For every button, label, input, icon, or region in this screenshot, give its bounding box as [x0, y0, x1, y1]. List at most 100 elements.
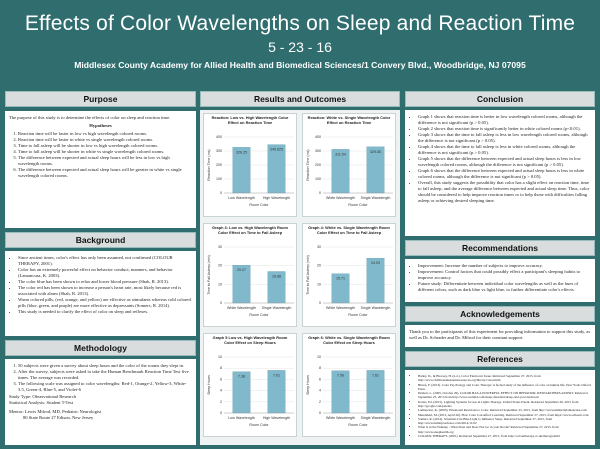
- list-item: The difference between expected and actu…: [18, 155, 192, 167]
- hypotheses-heading: Hypotheses: [89, 122, 112, 128]
- purpose-intro: The purpose of this study is to determin…: [9, 115, 171, 120]
- recommendations-list: Improvement: Increase the number of subj…: [409, 263, 591, 293]
- background-box: Since ancient times, color's effect has …: [5, 251, 196, 336]
- chart-title: Reaction: White vs. Single Wavelength Co…: [307, 115, 391, 125]
- x-axis-label: Room Color: [249, 313, 269, 317]
- chart-title: Graph 3: Low vs. High Wavelength Room Co…: [212, 225, 288, 235]
- x-tick-label: Single Wavelength: [361, 416, 391, 420]
- y-tick-label: 0: [220, 191, 222, 195]
- list-item: The color red has been shown to increase…: [18, 285, 192, 297]
- methodology-list: 50 subjects were given a survey about sl…: [9, 363, 192, 393]
- affiliation: Middlesex County Academy for Allied Heal…: [74, 60, 526, 70]
- y-axis-label: Sleep Hours: [306, 375, 310, 395]
- list-item: Somers, R. (2014). Scientists Use Blue L…: [418, 417, 591, 426]
- y-tick-label: 6: [319, 377, 321, 381]
- title: Effects of Color Wavelengths on Sleep an…: [24, 12, 576, 35]
- y-axis-label: Sleep Hours: [207, 375, 211, 395]
- list-item: The color blue has been shown to relax a…: [18, 279, 192, 285]
- chart-title: Reaction: Low vs. High Wavelength Color …: [211, 115, 289, 125]
- x-tick-label: Single Wavelength: [262, 306, 292, 310]
- list-item: Since ancient times, color's effect has …: [18, 255, 192, 267]
- chart-title: Graph 5 Low vs. High Wavelength Room Col…: [212, 335, 288, 345]
- value-label: 7.38: [238, 375, 245, 379]
- section-heading: Acknowledgements: [405, 306, 595, 322]
- value-label: 15.71: [336, 277, 345, 281]
- value-label: 311.54: [335, 152, 346, 156]
- x-tick-label: White Wavelength: [326, 196, 355, 200]
- y-tick-label: 400: [315, 135, 321, 139]
- y-tick-label: 10: [218, 355, 222, 359]
- y-tick-label: 10: [317, 355, 321, 359]
- list-item: Graph 5 shows that the difference betwee…: [418, 156, 591, 168]
- y-tick-label: 0: [319, 191, 321, 195]
- value-label: 7.61: [372, 373, 379, 377]
- analysis: Statistical Analysis: Student T-Test: [9, 399, 74, 405]
- y-tick-label: 2: [220, 400, 222, 404]
- section-heading: Purpose: [5, 91, 196, 107]
- x-tick-label: Single Wavelength: [361, 306, 391, 310]
- list-item: Graph 2 shows that reaction time is sign…: [418, 126, 591, 132]
- y-tick-label: 10: [218, 282, 222, 286]
- acknowledgements-box: Thank you to the participants of this ex…: [405, 325, 595, 347]
- x-tick-label: White Wavelength: [326, 416, 355, 420]
- x-axis-label: Room Color: [249, 423, 269, 427]
- y-tick-label: 8: [319, 366, 321, 370]
- list-item: Graph 1 shows that reaction time is bett…: [418, 114, 591, 126]
- conclusion-list: Graph 1 shows that reaction time is bett…: [409, 114, 591, 204]
- x-tick-label: Low Wavelength: [228, 196, 254, 200]
- recommendations-box: Improvement: Increase the number of subj…: [405, 259, 595, 302]
- hypotheses-list: Reaction time will be faster in low vs h…: [9, 131, 192, 179]
- y-tick-label: 200: [315, 163, 321, 167]
- y-tick-label: 20: [317, 264, 321, 268]
- x-tick-label: High Wavelength: [263, 416, 290, 420]
- chart-plot: 0 2 4 6 8 10 7.56 White Wavelength 7.61 Single Wa…: [306, 355, 393, 427]
- value-label: 329.85: [370, 150, 381, 154]
- section-heading: Results and Outcomes: [200, 91, 400, 107]
- list-item: Future study: Differentiate between indi…: [418, 281, 591, 293]
- methodology-box: 50 subjects were given a survey about sl…: [5, 359, 196, 445]
- list-item: Color has an extremely powerful effect o…: [18, 267, 192, 279]
- chart: Graph 4: White vs. Single Wavelength Roo…: [302, 223, 396, 327]
- value-label: 20.27: [237, 268, 246, 272]
- chart-plot: 0 100 200 300 400 311.54 White Wavelength 329.8…: [306, 135, 393, 207]
- x-tick-label: White Wavelength: [326, 306, 355, 310]
- y-tick-label: 0: [319, 411, 321, 415]
- y-axis-label: Time to Fall Asleep (min): [306, 255, 310, 295]
- value-label: 345.625: [270, 148, 283, 152]
- list-item: Kobes, Ed. (2015). Lighting Systems for …: [418, 400, 591, 409]
- y-tick-label: 10: [317, 282, 321, 286]
- y-tick-label: 6: [220, 377, 222, 381]
- x-axis-label: Room Color: [348, 423, 368, 427]
- date: 5 - 23 - 16: [268, 39, 332, 55]
- purpose-box: The purpose of this study is to determin…: [5, 111, 196, 228]
- list-item: Time to fall asleep will be shorter in l…: [18, 143, 192, 149]
- value-label: 326.25: [236, 150, 247, 154]
- x-axis-label: Room Color: [249, 203, 269, 207]
- section-heading: Methodology: [5, 340, 196, 356]
- acknowledgements-text: Thank you to the participants of this ex…: [409, 329, 591, 340]
- list-item: Graph 4 shows that the time to fall asle…: [418, 144, 591, 156]
- y-tick-label: 4: [220, 389, 222, 393]
- y-tick-label: 300: [315, 149, 321, 153]
- background-list: Since ancient times, color's effect has …: [9, 255, 192, 315]
- results-box: Reaction: Low vs. High Wavelength Color …: [200, 110, 400, 445]
- chart-plot: 0 10 20 30 15.71 White Wavelength 24.03 Single …: [306, 245, 393, 317]
- chart: Graph 5 Low vs. High Wavelength Room Col…: [203, 333, 297, 437]
- references-box: Bailey, D., & Bloxsey, H. (n.d.). Color …: [405, 370, 595, 445]
- list-item: Reaction time will be faster in low vs h…: [18, 131, 192, 137]
- list-item: After the survey, subjects were asked to…: [18, 369, 192, 381]
- y-axis-label: Time to Fall Asleep (min): [207, 255, 211, 295]
- value-label: 7.61: [273, 373, 280, 377]
- conclusion-box: Graph 1 shows that reaction time is bett…: [405, 110, 595, 236]
- section-heading: References: [405, 351, 595, 367]
- chart: Reaction: Low vs. High Wavelength Color …: [203, 113, 297, 217]
- list-item: Improvement: Increase the number of subj…: [418, 263, 591, 269]
- y-tick-label: 300: [216, 149, 222, 153]
- list-item: Bailey, D., & Bloxsey, H. (n.d.). Color …: [418, 374, 591, 383]
- x-tick-label: White Wavelength: [227, 306, 256, 310]
- y-tick-label: 0: [220, 411, 222, 415]
- x-axis-label: Room Color: [348, 203, 368, 207]
- list-item: Improvement: Control factors that could …: [418, 269, 591, 281]
- y-tick-label: 30: [218, 245, 222, 249]
